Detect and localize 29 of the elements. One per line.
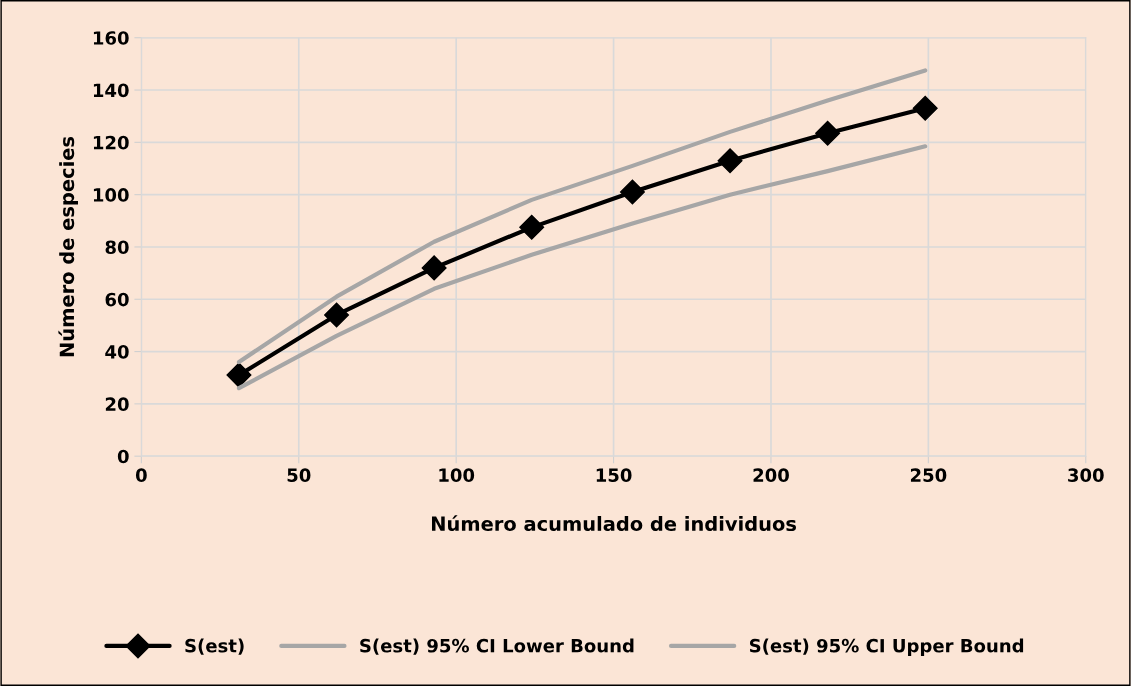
point — [324, 302, 350, 328]
point — [815, 120, 841, 146]
legend-label: S(est) 95% CI Upper Bound — [749, 638, 1024, 657]
y-tick-label: 40 — [105, 345, 129, 359]
x-tick-label: 100 — [439, 468, 475, 482]
point — [421, 255, 447, 281]
point — [226, 362, 252, 388]
y-tick-label: 120 — [93, 135, 129, 150]
y-tick-label: 140 — [93, 83, 129, 98]
y-tick-label: 160 — [93, 31, 129, 45]
x-tick-label: 50 — [287, 468, 311, 482]
y-tick-label: 0 — [117, 449, 129, 464]
x-tick-label: 0 — [135, 468, 147, 482]
point — [519, 214, 545, 240]
point — [717, 148, 743, 174]
x-tick-label: 300 — [1068, 468, 1104, 482]
point — [912, 95, 938, 121]
y-tick-label: 60 — [105, 292, 129, 307]
legend-label: S(est) — [185, 638, 244, 655]
x-tick-label: 250 — [910, 468, 947, 482]
y-tick-label: 80 — [105, 240, 129, 255]
y-tick-label: 100 — [93, 188, 129, 202]
y-tick-label: 20 — [105, 397, 129, 411]
x-tick-label: 200 — [753, 468, 789, 482]
x-tick-label: 150 — [596, 468, 632, 482]
legend-label: S(est) 95% CI Lower Bound — [360, 638, 634, 655]
x-axis-title: Número acumulado de individuos — [432, 515, 796, 532]
point — [619, 179, 645, 205]
y-axis-title: Número de especies — [58, 136, 78, 357]
